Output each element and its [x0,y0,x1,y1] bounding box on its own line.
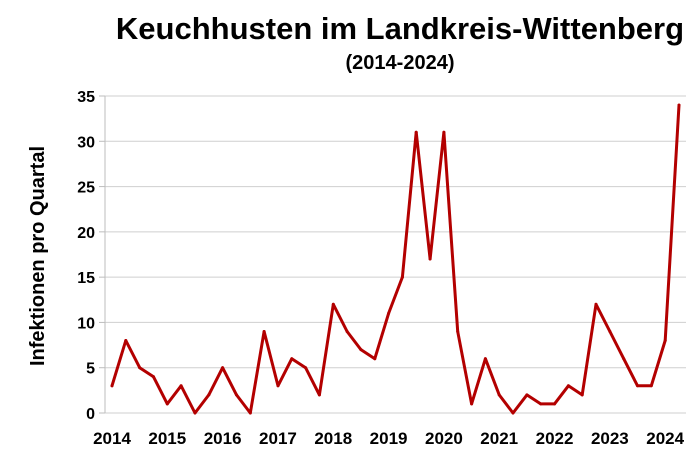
series-layer [110,103,681,415]
data-point [193,411,197,415]
data-point [359,348,363,352]
data-point [248,411,252,415]
data-point [594,302,598,306]
data-point [400,275,404,279]
data-point [165,402,169,406]
data-point [566,384,570,388]
x-tick-label: 2021 [480,429,518,448]
x-tick-label: 2022 [536,429,574,448]
data-point [290,357,294,361]
data-point [442,130,446,134]
data-point [497,393,501,397]
x-tick-label: 2015 [148,429,186,448]
data-point [580,393,584,397]
x-tick-labels: 2014 2015 2016 2017 2018 2019 2020 2021 2022 2023… [93,429,685,448]
data-point [414,130,418,134]
data-point [110,384,114,388]
data-point [262,330,266,333]
data-point [373,357,377,361]
data-point [483,357,487,361]
data-point [456,330,460,333]
data-point [276,384,280,388]
data-point [331,302,335,306]
data-point [677,103,681,107]
gridlines [105,95,686,414]
y-axis-label: Infektionen pro Quartal [27,146,49,366]
data-point [345,330,349,333]
x-tick-label: 2019 [370,429,408,448]
y-tick-label: 0 [86,406,95,423]
data-point [525,393,529,397]
data-point [304,366,308,370]
y-tick-label: 15 [77,270,95,287]
data-point [663,339,667,342]
x-tick-label: 2024 [646,429,684,448]
data-point [124,339,128,342]
y-tick-label: 5 [86,361,95,378]
x-tick-label: 2023 [591,429,629,448]
data-point [179,384,183,388]
x-tick-label: 2016 [204,429,242,448]
y-tick-labels: 0 5 10 15 20 25 30 35 [77,89,95,423]
data-point [138,366,142,370]
data-point [511,411,515,415]
data-point [539,402,543,406]
data-point [636,384,639,388]
data-point [622,357,626,361]
data-point [553,402,556,406]
data-point [470,402,474,406]
chart-title: Keuchhusten im Landkreis-Wittenberg [116,11,684,46]
data-point [317,393,321,397]
x-tick-label: 2017 [259,429,297,448]
chart-subtitle: (2014-2024) [346,52,455,74]
data-point [608,330,612,333]
x-tick-label: 2014 [93,429,131,448]
data-point [152,375,155,379]
y-tick-label: 30 [77,134,95,151]
data-point [221,366,225,370]
data-point [235,393,238,397]
y-tick-label: 20 [77,225,95,242]
y-tick-label: 25 [77,180,95,197]
x-tick-label: 2018 [314,429,352,448]
y-tick-label: 10 [77,315,95,332]
x-tick-label: 2020 [425,429,463,448]
y-tick-label: 35 [77,89,95,106]
data-point [649,384,653,388]
series-line [110,103,681,415]
data-point [387,311,391,315]
axes [99,95,106,414]
data-point [428,257,432,261]
data-point [207,393,211,397]
